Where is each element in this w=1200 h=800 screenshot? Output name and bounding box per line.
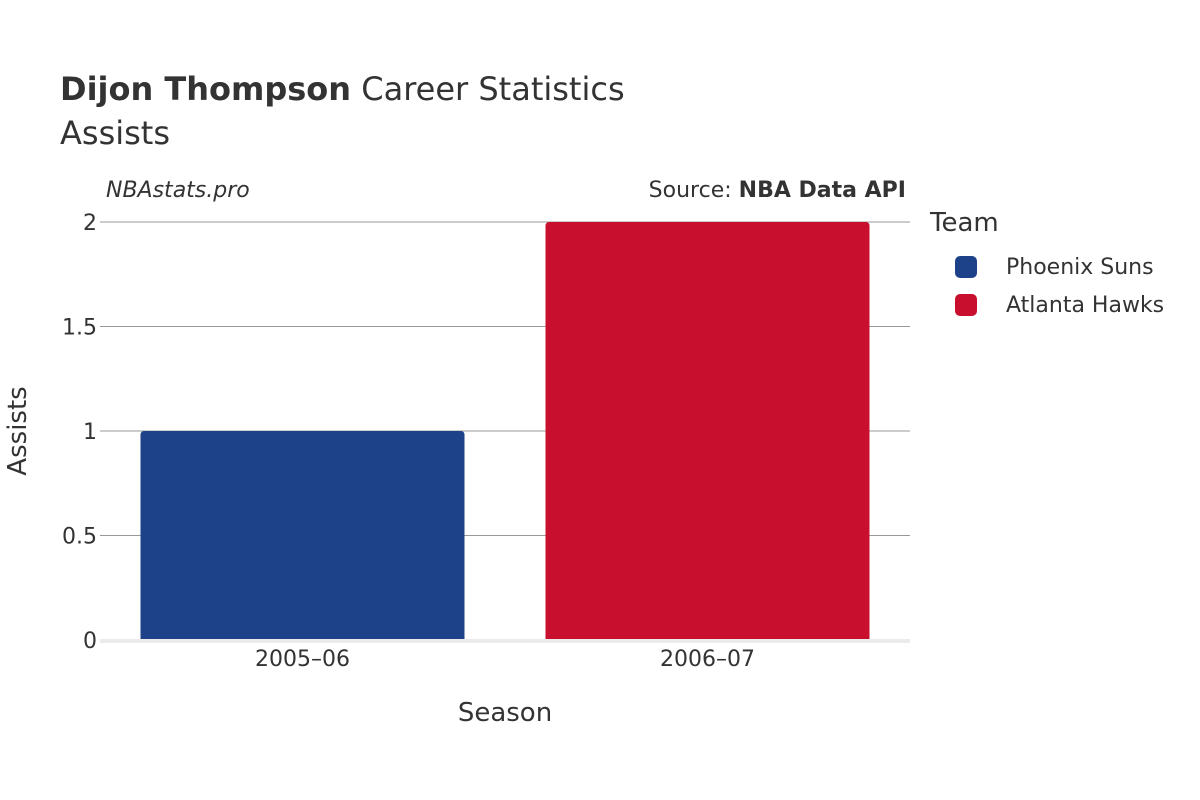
source-prefix: Source: — [648, 178, 732, 203]
legend-label-phoenix-suns: Phoenix Suns — [1006, 254, 1154, 280]
x-axis-title: Season — [458, 698, 552, 728]
bar-phoenix-suns-2005-06 — [140, 431, 465, 640]
title-suffix: Career Statistics — [361, 70, 625, 108]
source-name: NBA Data API — [738, 178, 906, 203]
legend: Team Phoenix Suns Atlanta Hawks — [930, 208, 1164, 324]
legend-title: Team — [930, 208, 999, 238]
legend-item-atlanta-hawks[interactable]: Atlanta Hawks — [930, 286, 1164, 324]
source-credit: Source: NBA Data API — [649, 178, 906, 203]
y-tick-label: 2 — [83, 211, 97, 236]
y-axis-title: Assists — [3, 386, 33, 475]
y-tick-label: 1.5 — [62, 316, 97, 341]
y-tick-label: 0.5 — [62, 525, 97, 550]
bar-atlanta-hawks-2006-07 — [545, 222, 870, 640]
x-tick-label: 2006–07 — [660, 647, 755, 672]
chart-subtitle: Assists — [60, 114, 171, 152]
y-tick-label: 0 — [83, 629, 97, 654]
legend-label-atlanta-hawks: Atlanta Hawks — [1006, 292, 1165, 318]
player-name: Dijon Thompson — [60, 70, 352, 108]
legend-item-phoenix-suns[interactable]: Phoenix Suns — [930, 248, 1164, 286]
watermark: NBAstats.pro — [106, 178, 250, 203]
chart-title: Dijon Thompson Career Statistics — [60, 68, 625, 110]
x-tick-label: 2005–06 — [255, 647, 350, 672]
y-tick-label: 1 — [83, 420, 97, 445]
legend-swatch-phoenix-suns — [955, 256, 977, 278]
legend-swatch-atlanta-hawks — [955, 294, 977, 316]
